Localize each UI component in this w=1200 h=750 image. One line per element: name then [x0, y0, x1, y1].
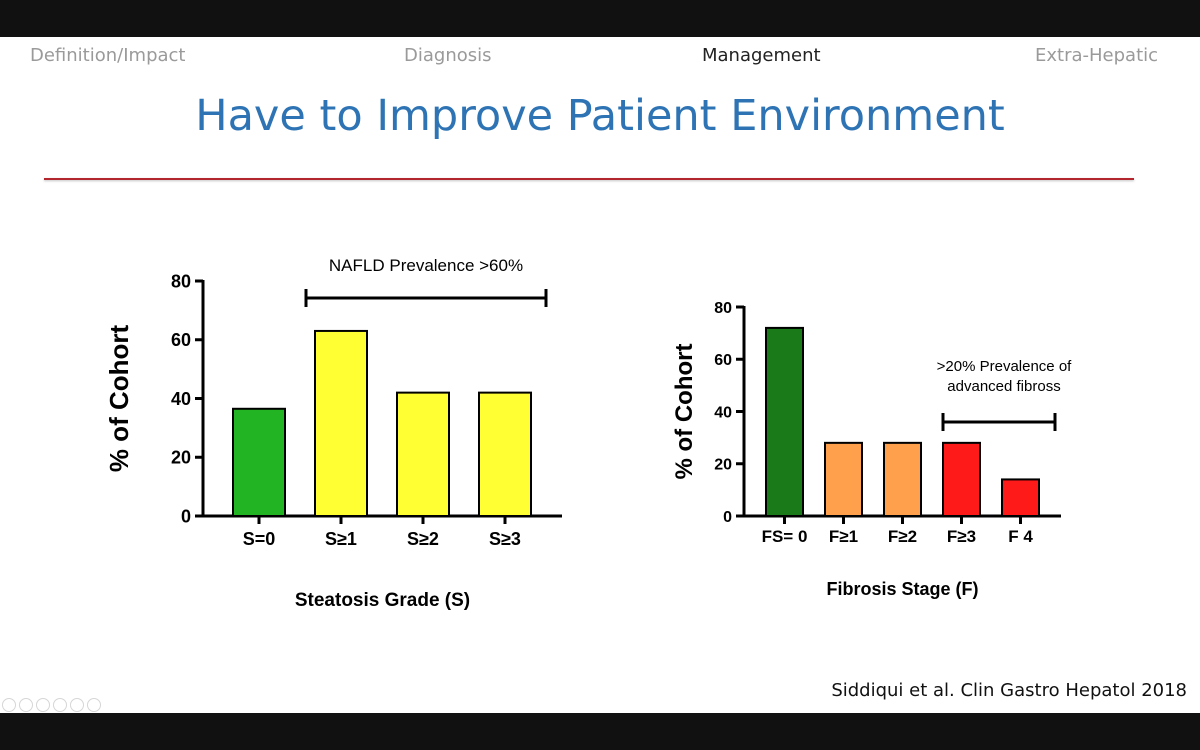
- player-controls: [2, 698, 101, 712]
- y-tick-label: 60: [714, 352, 732, 369]
- bar-3: [396, 391, 450, 517]
- bar-4: [942, 441, 981, 518]
- slides-icon[interactable]: [53, 698, 67, 712]
- bar-2: [824, 441, 863, 518]
- y-tick-label: 0: [181, 506, 191, 526]
- fibrosis-chart: 0 20 40 60 80 FS= 0 F≥1 F≥2 F≥3 F 4 % of Cohort Fib…: [671, 300, 1073, 599]
- zoom-icon[interactable]: [70, 698, 84, 712]
- y-tick-label: 40: [171, 389, 191, 409]
- annotation-label: NAFLD Prevalence >60%: [329, 256, 523, 275]
- slide: Definition/Impact Diagnosis Management E…: [0, 37, 1200, 713]
- x-tick-label: FS= 0: [762, 527, 808, 546]
- title-divider: [44, 178, 1134, 180]
- x-axis-title: Steatosis Grade (S): [295, 590, 470, 611]
- bar-4: [478, 391, 532, 517]
- annotation-label-line: advanced fibross: [947, 378, 1060, 395]
- x-tick-label: F≥3: [947, 527, 976, 546]
- x-tick-label: S=0: [243, 529, 276, 549]
- nav-definition-impact[interactable]: Definition/Impact: [30, 45, 186, 66]
- y-tick-label: 0: [723, 509, 732, 526]
- next-icon[interactable]: [19, 698, 33, 712]
- y-axis-title: % of Cohort: [104, 325, 134, 473]
- y-tick-label: 60: [171, 330, 191, 350]
- slide-title: Have to Improve Patient Environment: [195, 91, 1005, 141]
- nav-extra-hepatic[interactable]: Extra-Hepatic: [1035, 45, 1159, 66]
- nav-diagnosis[interactable]: Diagnosis: [404, 45, 492, 66]
- bar-1: [232, 407, 286, 517]
- y-axis-title: % of Cohort: [671, 344, 698, 480]
- citation: Siddiqui et al. Clin Gastro Hepatol 2018: [831, 680, 1187, 701]
- video-top-bar: [0, 0, 1200, 37]
- y-tick-label: 80: [714, 300, 732, 317]
- x-tick-label: S≥1: [325, 529, 357, 549]
- y-tick-label: 20: [171, 448, 191, 468]
- nav-management[interactable]: Management: [702, 45, 821, 66]
- annotation-label-line: >20% Prevalence of: [937, 358, 1073, 375]
- bar-1: [765, 326, 804, 517]
- x-tick-label: F 4: [1008, 527, 1033, 546]
- bar-5: [1001, 478, 1040, 517]
- steatosis-chart: 0 20 40 60 80 S=0 S≥1 S≥2 S≥3 % of Cohort Steatosi…: [104, 256, 562, 611]
- prev-icon[interactable]: [2, 698, 16, 712]
- y-tick-label: 20: [714, 457, 732, 474]
- x-axis-title: Fibrosis Stage (F): [826, 579, 978, 599]
- x-tick-label: F≥2: [888, 527, 917, 546]
- x-tick-label: S≥2: [407, 529, 439, 549]
- x-tick-label: F≥1: [829, 527, 858, 546]
- more-icon[interactable]: [87, 698, 101, 712]
- bar-2: [314, 329, 368, 517]
- video-bottom-bar: [0, 713, 1200, 750]
- x-tick-label: S≥3: [489, 529, 521, 549]
- y-tick-label: 80: [171, 271, 191, 291]
- bar-3: [883, 441, 922, 518]
- y-tick-label: 40: [714, 404, 732, 421]
- pen-icon[interactable]: [36, 698, 50, 712]
